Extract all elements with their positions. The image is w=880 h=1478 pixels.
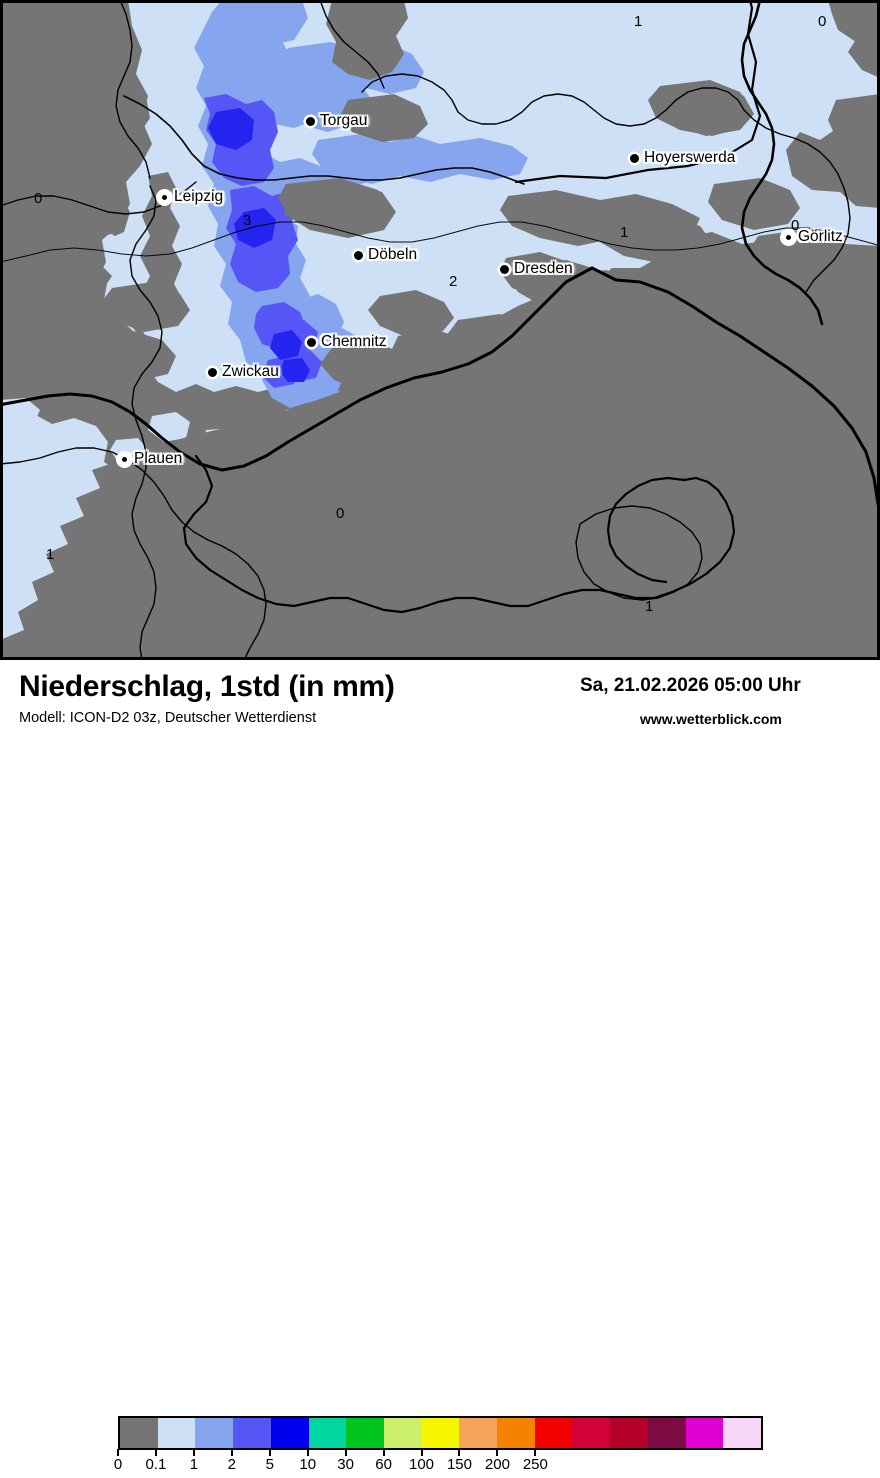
city-plauen: Plauen: [120, 450, 182, 468]
colorbar-tick-label: 250: [522, 1456, 548, 1473]
colorbar-tick: [306, 1449, 309, 1456]
precip-value-label: 1: [46, 546, 55, 563]
colorbar-tick: [117, 1449, 119, 1456]
map-gray-islands: [0, 82, 842, 408]
colorbar-tick: [420, 1449, 423, 1456]
colorbar-swatch: [572, 1418, 611, 1448]
colorbar-tick-label: 1: [189, 1456, 199, 1473]
valid-datetime: Sa, 21.02.2026 05:00 Uhr: [580, 675, 801, 696]
colorbar-tick-label: 2: [227, 1456, 236, 1473]
colorbar-swatches[interactable]: [118, 1416, 763, 1450]
colorbar-swatch: [308, 1418, 347, 1448]
colorbar-tick-label: 0.1: [145, 1456, 167, 1473]
model-subtitle: Modell: ICON-D2 03z, Deutscher Wetterdie…: [19, 710, 317, 726]
colorbar-tick-label: 5: [265, 1456, 274, 1473]
city-name-label: Chemnitz: [321, 333, 387, 350]
precip-value-label: 1: [645, 598, 654, 615]
colorbar-swatch: [195, 1418, 234, 1448]
colorbar-tick: [344, 1449, 347, 1456]
city-dbeln: Döbeln: [354, 246, 417, 264]
colorbar-swatch: [497, 1418, 535, 1448]
colorbar-swatch: [270, 1418, 309, 1448]
city-name-label: Plauen: [134, 450, 183, 467]
colorbar-swatch: [120, 1418, 158, 1448]
map-canvas: [0, 0, 880, 660]
colorbar-swatch: [421, 1418, 460, 1448]
city-name-label: Hoyerswerda: [644, 149, 736, 166]
map-borders: [0, 0, 880, 660]
colorbar-swatch: [647, 1418, 686, 1448]
colorbar-swatch: [383, 1418, 422, 1448]
colorbar-tick-label: 0: [113, 1456, 123, 1473]
city-name-label: Torgau: [320, 112, 368, 129]
colorbar-tick: [268, 1449, 271, 1456]
city-dot-marker-icon: [208, 367, 217, 377]
colorbar-swatch: [233, 1418, 271, 1448]
colorbar[interactable]: 0 0.1 1 2 5 10 30 60 100 150 200 250: [114, 1416, 763, 1473]
precip-value-label: 0: [336, 505, 345, 522]
colorbar-tick-label: 30: [337, 1456, 354, 1473]
city-dot-marker-icon: [307, 337, 316, 347]
precip-value-label: 0: [34, 190, 43, 207]
colorbar-ticks: [117, 1449, 763, 1456]
precip-value-label: 1: [634, 13, 643, 30]
city-name-label: Görlitz: [798, 228, 843, 245]
city-dot-marker-icon: [500, 264, 509, 274]
colorbar-tick: [154, 1449, 157, 1456]
city-leipzig: Leipzig: [160, 188, 223, 206]
precipitation-map[interactable]: Torgau Hoyerswerda Leipzig Görlitz Döbeln Dre…: [0, 0, 880, 660]
colorbar-tick-label: 10: [299, 1456, 317, 1473]
precip-band-3: [208, 108, 310, 382]
city-ring-marker-icon: [120, 454, 129, 464]
colorbar-swatch: [459, 1418, 498, 1448]
city-torgau: Torgau: [306, 112, 367, 130]
colorbar-tick-label: 60: [375, 1456, 392, 1473]
city-zwickau: Zwickau: [208, 363, 279, 381]
colorbar-tick-label: 100: [409, 1456, 435, 1473]
city-chemnitz: Chemnitz: [307, 333, 386, 351]
city-dot-marker-icon: [630, 153, 639, 163]
precip-value-label: 1: [620, 224, 629, 241]
website-label: www.wetterblick.com: [640, 711, 782, 727]
city-ring-marker-icon: [784, 232, 793, 242]
precip-value-label: 2: [449, 273, 458, 290]
city-dot-marker-icon: [354, 250, 363, 260]
colorbar-swatch: [723, 1418, 761, 1448]
colorbar-tick-label: 200: [484, 1456, 510, 1473]
colorbar-tick: [534, 1449, 537, 1456]
city-name-label: Leipzig: [174, 188, 224, 205]
city-name-label: Döbeln: [368, 246, 418, 263]
colorbar-swatch: [346, 1418, 384, 1448]
colorbar-tick-labels: 0 0.1 1 2 5 10 30 60 100 150 200 250: [114, 1456, 763, 1478]
precip-value-label: 3: [243, 212, 252, 229]
colorbar-swatch: [610, 1418, 648, 1448]
colorbar-swatch: [685, 1418, 724, 1448]
city-dresden: Dresden: [500, 260, 573, 278]
colorbar-tick: [230, 1449, 233, 1456]
colorbar-swatch: [157, 1418, 196, 1448]
footer-panel: Niederschlag, 1std (in mm) Modell: ICON-…: [0, 660, 880, 1473]
city-hoyerswerda: Hoyerswerda: [630, 149, 735, 167]
colorbar-swatch: [534, 1418, 573, 1448]
precip-value-label: 0: [791, 217, 800, 234]
city-grlitz: Görlitz: [784, 228, 843, 246]
city-dot-marker-icon: [306, 116, 315, 126]
city-ring-marker-icon: [160, 192, 169, 202]
city-name-label: Dresden: [514, 260, 573, 277]
precip-value-label: 0: [818, 13, 827, 30]
colorbar-tick: [192, 1449, 195, 1456]
colorbar-tick: [496, 1449, 499, 1456]
colorbar-tick-label: 150: [446, 1456, 472, 1473]
page-title: Niederschlag, 1std (in mm): [19, 670, 395, 703]
colorbar-tick: [458, 1449, 461, 1456]
colorbar-tick: [382, 1449, 385, 1456]
city-name-label: Zwickau: [222, 363, 279, 380]
